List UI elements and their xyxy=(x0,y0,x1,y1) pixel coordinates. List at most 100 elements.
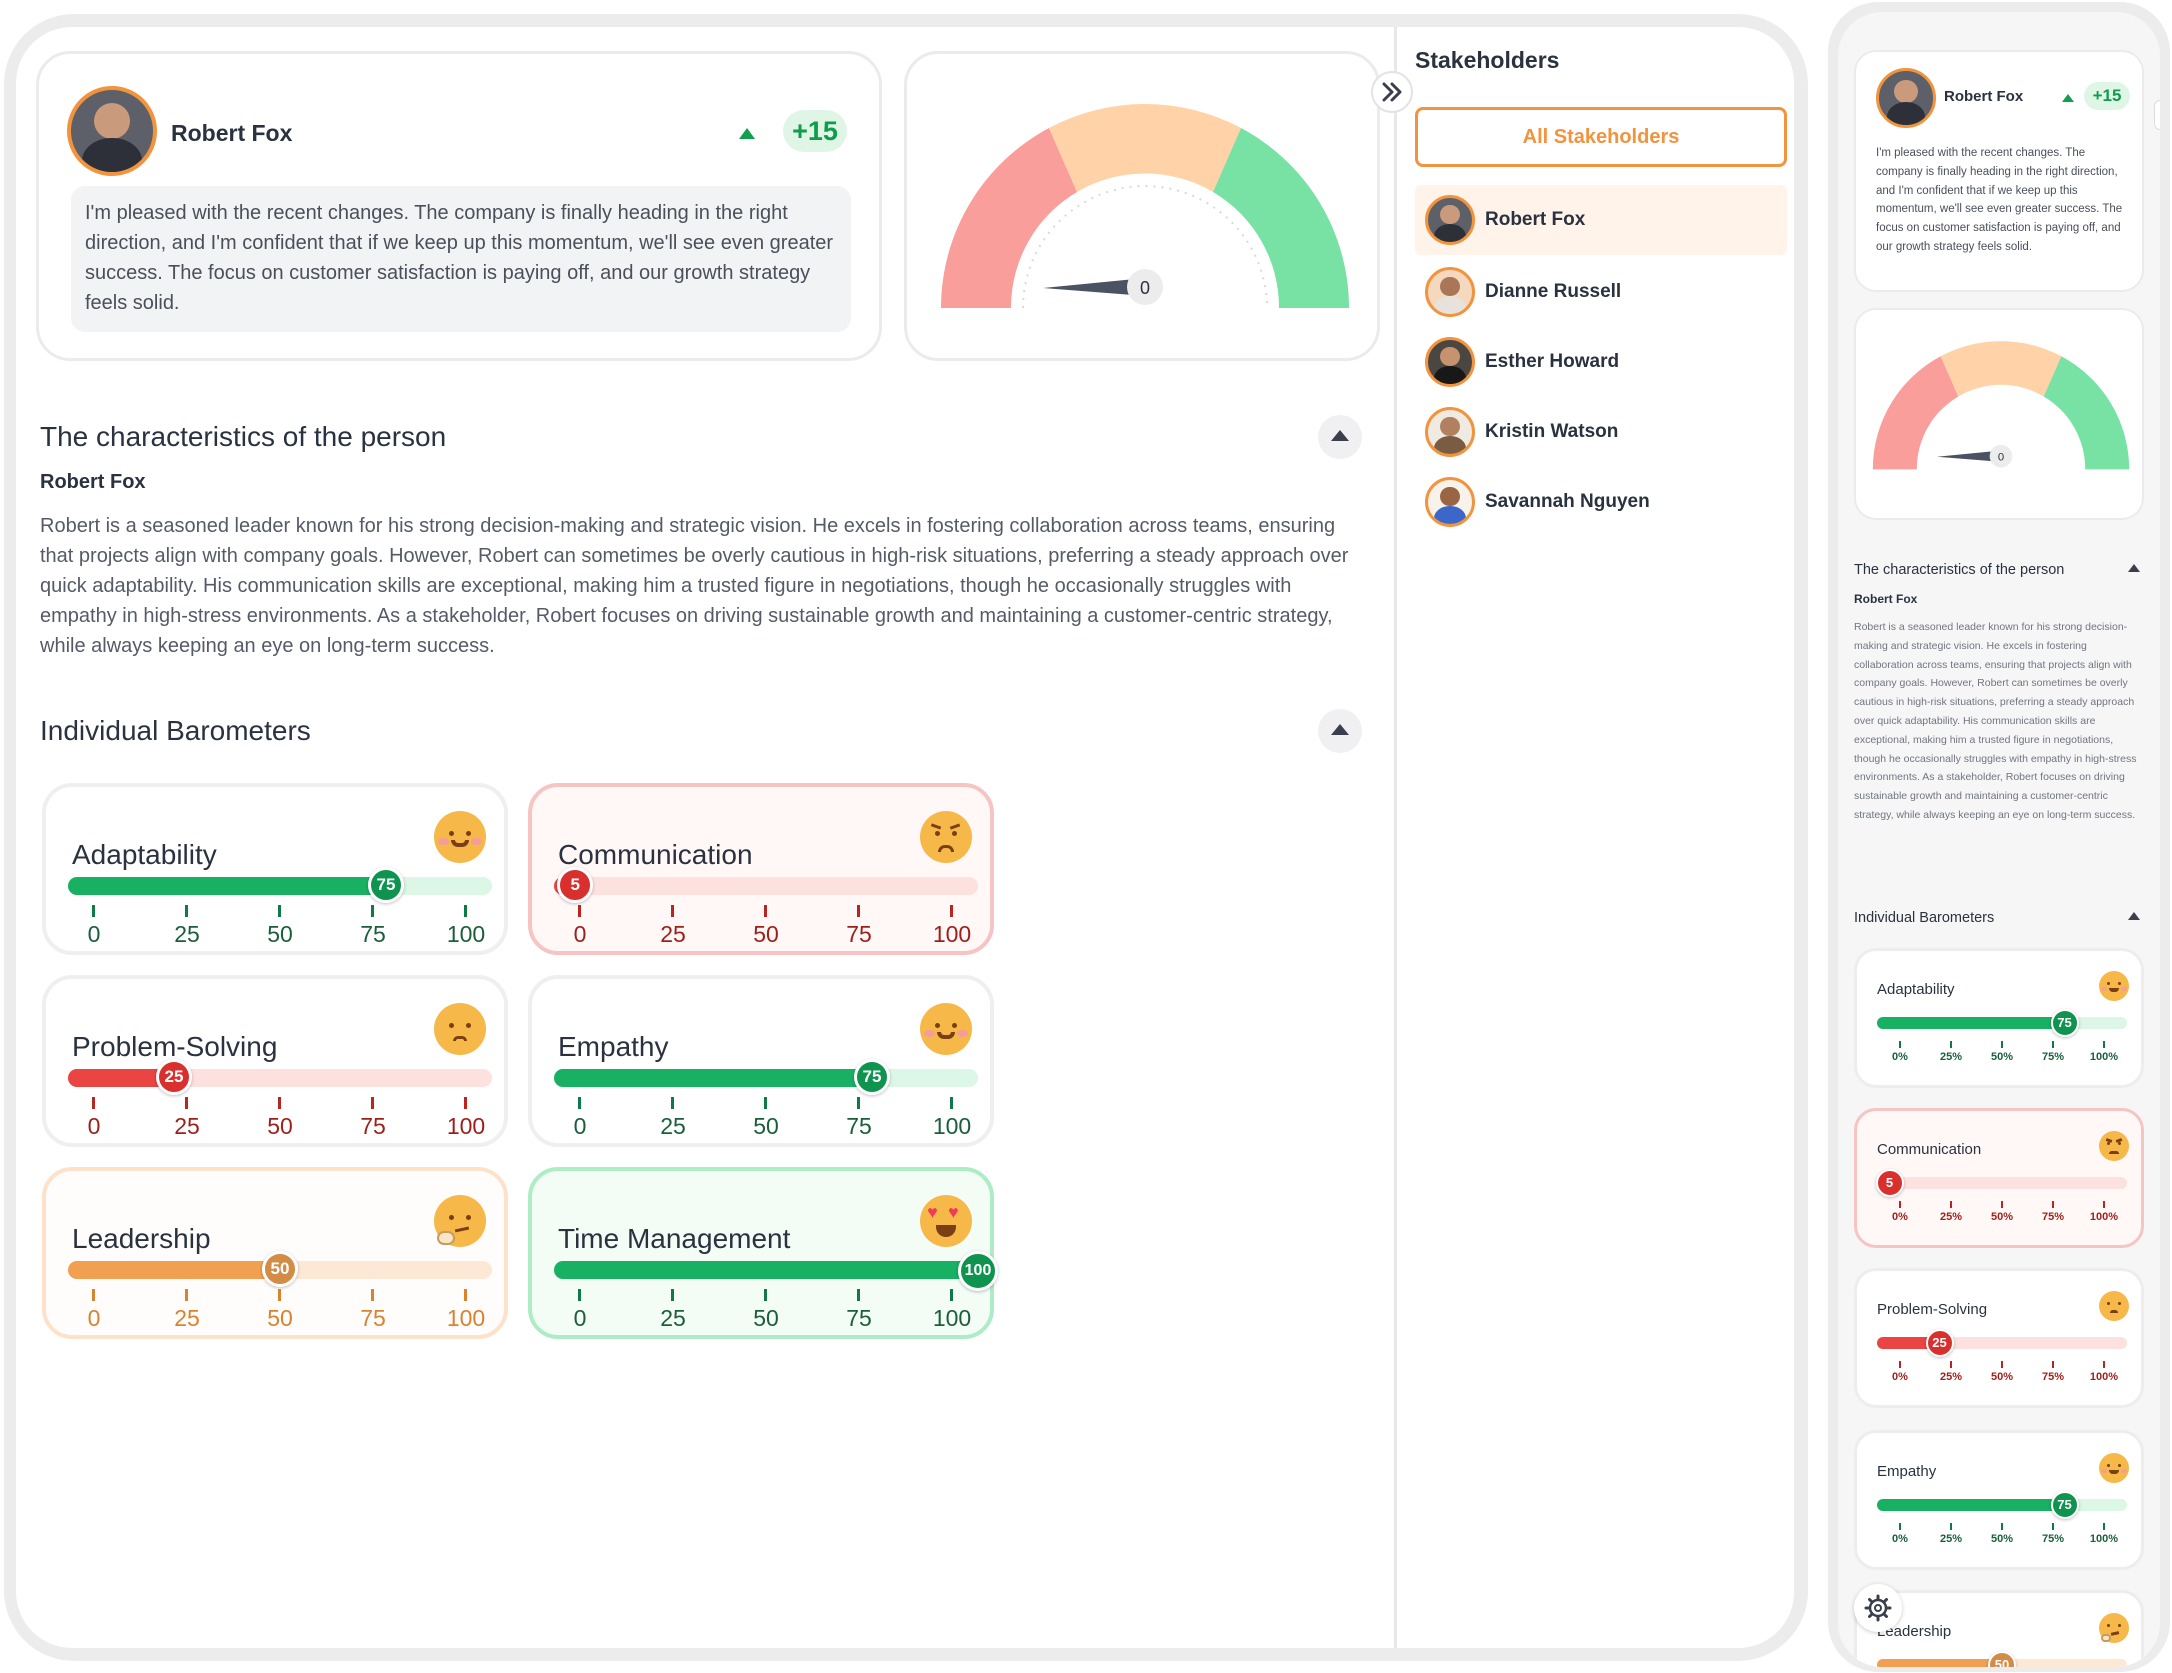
mobile-barometer-track[interactable] xyxy=(1877,1499,2127,1511)
barometer-card-leadership[interactable]: Leadership 50 0 25 50 75 100 xyxy=(42,1167,508,1339)
mobile-barometer-tick xyxy=(2001,1361,2003,1368)
barometer-label: Communication xyxy=(558,839,753,870)
barometer-card-time-management[interactable]: Time Management ♥ ♥ 100 0 25 50 75 100 xyxy=(528,1167,998,1339)
barometer-value-knob[interactable]: 75 xyxy=(368,867,404,903)
mobile-characteristics-person: Robert Fox xyxy=(1854,592,1918,606)
barometer-tick-label: 100 xyxy=(932,1305,972,1331)
barometer-value-knob[interactable]: 5 xyxy=(557,867,594,903)
barometer-card-empathy[interactable]: Empathy 75 0 25 50 75 100 xyxy=(528,975,994,1147)
collapse-barometers-button[interactable] xyxy=(1318,709,1362,753)
barometer-tick xyxy=(950,1097,953,1109)
double-chevron-right-icon xyxy=(1382,82,1402,102)
barometer-track[interactable] xyxy=(554,1069,978,1087)
gauge-segment-positive xyxy=(1213,128,1349,308)
barometer-tick xyxy=(578,905,581,917)
mobile-gauge-needle xyxy=(1936,450,2001,462)
mobile-barometer-value-knob[interactable]: 75 xyxy=(2050,1009,2079,1037)
barometer-label: Time Management xyxy=(558,1223,791,1254)
stakeholders-heading: Stakeholders xyxy=(1415,47,1560,73)
barometer-tick-label: 75 xyxy=(846,1305,872,1331)
barometer-track[interactable] xyxy=(68,877,492,895)
mobile-sentiment-gauge: 0 xyxy=(1872,341,2130,470)
mobile-barometer-track[interactable] xyxy=(1877,1337,2127,1349)
mobile-barometer-card[interactable]: Problem-Solving 25 0% 25% 50% 75% 100% xyxy=(1854,1268,2144,1408)
mobile-barometer-card[interactable]: Communication 5 0% 25% 50% 75% 100% xyxy=(1854,1108,2144,1248)
mobile-profile-card: Robert Fox +15 I'm pleased with the rece… xyxy=(1854,50,2144,292)
gauge-segment-negative xyxy=(941,128,1077,308)
gauge-needle xyxy=(1043,278,1145,296)
mobile-barometer-value-knob[interactable]: 50 xyxy=(1988,1651,2016,1667)
mobile-barometer-fill xyxy=(1877,1659,2002,1667)
mobile-avatar[interactable] xyxy=(1876,68,1936,128)
barometer-tick-label: 100 xyxy=(446,1113,486,1139)
thinking-face-icon xyxy=(434,1195,486,1247)
barometer-value-knob[interactable]: 75 xyxy=(854,1059,890,1095)
barometer-card-adaptability[interactable]: Adaptability 75 0 25 50 75 100 xyxy=(42,783,508,955)
barometer-value-knob[interactable]: 25 xyxy=(156,1059,192,1095)
mobile-barometer-tick xyxy=(2103,1523,2105,1530)
expand-panel-tab[interactable] xyxy=(2154,100,2160,130)
settings-button[interactable] xyxy=(1854,1584,1902,1632)
barometer-tick-label: 0 xyxy=(87,1305,101,1331)
mobile-barometer-card[interactable]: Adaptability 75 0% 25% 50% 75% 100% xyxy=(1854,948,2144,1088)
barometer-tick-label: 0 xyxy=(87,921,101,947)
barometer-tick-label: 25 xyxy=(660,1305,686,1331)
stakeholder-item[interactable]: Robert Fox xyxy=(1415,185,1787,255)
barometer-tick xyxy=(371,1097,374,1109)
angry-face-icon xyxy=(920,811,972,863)
barometer-tick xyxy=(185,905,188,917)
mobile-barometer-tick-label: 0% xyxy=(1892,1371,1908,1383)
barometer-track[interactable] xyxy=(554,877,978,895)
collapse-sidebar-button[interactable] xyxy=(1371,71,1413,113)
score-delta-badge: +15 xyxy=(783,110,847,152)
barometer-tick-label: 0 xyxy=(87,1113,101,1139)
barometer-tick xyxy=(857,1289,860,1301)
smiling-face-icon xyxy=(434,811,486,863)
barometer-tick xyxy=(464,1289,467,1301)
mobile-barometer-tick xyxy=(1899,1523,1901,1530)
mobile-barometer-track[interactable] xyxy=(1877,1177,2127,1189)
stakeholder-item[interactable]: Kristin Watson xyxy=(1415,397,1787,467)
barometer-fill xyxy=(554,1069,872,1087)
stakeholder-item[interactable]: Savannah Nguyen xyxy=(1415,467,1787,537)
barometer-tick xyxy=(464,1097,467,1109)
stakeholder-avatar xyxy=(1425,195,1475,245)
mobile-collapse-characteristics-icon[interactable] xyxy=(2128,564,2140,572)
barometer-card-problem-solving[interactable]: Problem-Solving 25 0 25 50 75 100 xyxy=(42,975,508,1147)
mobile-barometer-card[interactable]: Empathy 75 0% 25% 50% 75% 100% xyxy=(1854,1430,2144,1570)
stakeholder-item[interactable]: Dianne Russell xyxy=(1415,257,1787,327)
stakeholder-item[interactable]: Esther Howard xyxy=(1415,327,1787,397)
mobile-profile-quote: I'm pleased with the recent changes. The… xyxy=(1876,147,2123,253)
mobile-barometer-value-knob[interactable]: 75 xyxy=(2050,1491,2079,1519)
sad-face-icon xyxy=(434,1003,486,1055)
barometer-tick xyxy=(185,1097,188,1109)
mobile-barometer-tick xyxy=(1950,1201,1952,1208)
avatar[interactable] xyxy=(67,86,157,176)
barometer-track[interactable] xyxy=(554,1261,978,1279)
heart-eyes-face-icon: ♥ ♥ xyxy=(920,1195,972,1247)
barometer-tick-label: 25 xyxy=(660,921,686,947)
all-stakeholders-button[interactable]: All Stakeholders xyxy=(1415,107,1787,167)
mobile-barometer-tick-label: 0% xyxy=(1892,1051,1908,1063)
mobile-barometer-value-knob[interactable]: 5 xyxy=(1875,1169,1904,1197)
mobile-barometer-value-knob[interactable]: 25 xyxy=(1925,1329,1954,1357)
stakeholder-name: Esther Howard xyxy=(1485,351,1620,372)
barometer-value-knob[interactable]: 100 xyxy=(958,1251,998,1291)
collapse-characteristics-button[interactable] xyxy=(1318,415,1362,459)
barometer-card-communication[interactable]: Communication 5 0 25 50 75 100 xyxy=(528,783,994,955)
mobile-barometer-tick xyxy=(1899,1201,1901,1208)
mobile-barometer-tick-label: 50% xyxy=(1990,1533,2014,1545)
barometer-tick xyxy=(185,1289,188,1301)
mobile-collapse-barometers-icon[interactable] xyxy=(2128,912,2140,920)
mobile-barometer-track[interactable] xyxy=(1877,1017,2127,1029)
barometer-tick xyxy=(92,1289,95,1301)
mobile-score-delta-badge: +15 xyxy=(2084,82,2130,110)
mobile-screen: Robert Fox +15 I'm pleased with the rece… xyxy=(1838,12,2160,1667)
mobile-barometer-tick-label: 75% xyxy=(2041,1051,2065,1063)
mobile-gauge-segment-negative xyxy=(1872,356,1959,470)
barometer-value-knob[interactable]: 50 xyxy=(262,1251,298,1287)
barometer-track[interactable] xyxy=(68,1069,492,1087)
barometer-tick xyxy=(92,905,95,917)
barometer-fill xyxy=(554,1261,978,1279)
